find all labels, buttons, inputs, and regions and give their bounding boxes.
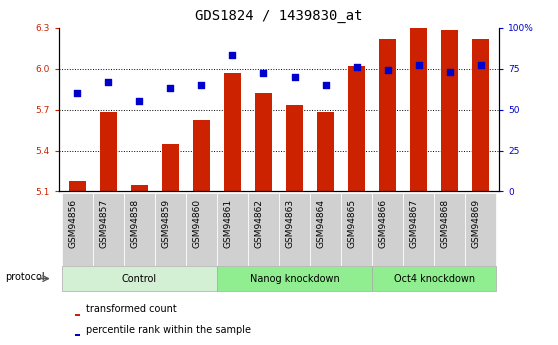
Text: GSM94867: GSM94867: [410, 199, 418, 248]
Text: GSM94858: GSM94858: [131, 199, 140, 248]
Bar: [341, 193, 372, 266]
Text: GSM94865: GSM94865: [348, 199, 357, 248]
Text: GSM94869: GSM94869: [472, 199, 481, 248]
Bar: [379, 39, 396, 191]
Bar: [403, 193, 434, 266]
Bar: [372, 193, 403, 266]
Bar: [410, 28, 427, 191]
Bar: [434, 193, 465, 266]
Text: GSM94864: GSM94864: [316, 199, 325, 248]
Point: [104, 79, 113, 85]
Text: Oct4 knockdown: Oct4 knockdown: [393, 274, 475, 284]
Bar: [255, 93, 272, 191]
Text: GDS1824 / 1439830_at: GDS1824 / 1439830_at: [195, 9, 363, 23]
Bar: [310, 193, 341, 266]
Bar: [217, 266, 372, 291]
Point: [197, 82, 206, 88]
Bar: [441, 30, 458, 191]
Text: transformed count: transformed count: [86, 304, 177, 314]
Point: [445, 69, 454, 75]
Bar: [124, 193, 155, 266]
Point: [166, 86, 175, 91]
Text: GSM94856: GSM94856: [68, 199, 77, 248]
Text: protocol: protocol: [4, 272, 44, 282]
Text: GSM94862: GSM94862: [254, 199, 263, 248]
Point: [321, 82, 330, 88]
Bar: [75, 314, 80, 316]
Bar: [217, 193, 248, 266]
Point: [352, 64, 361, 70]
Text: GSM94860: GSM94860: [193, 199, 201, 248]
Point: [135, 99, 144, 104]
Point: [259, 71, 268, 76]
Bar: [155, 193, 186, 266]
Bar: [372, 266, 496, 291]
Text: Nanog knockdown: Nanog knockdown: [249, 274, 339, 284]
Bar: [224, 73, 241, 191]
Bar: [279, 193, 310, 266]
Text: GSM94868: GSM94868: [441, 199, 450, 248]
Point: [414, 62, 423, 68]
Bar: [75, 334, 80, 336]
Text: GSM94857: GSM94857: [99, 199, 108, 248]
Bar: [100, 112, 117, 191]
Point: [228, 53, 237, 58]
Text: GSM94861: GSM94861: [223, 199, 233, 248]
Bar: [62, 193, 93, 266]
Bar: [317, 112, 334, 191]
Bar: [186, 193, 217, 266]
Bar: [193, 120, 210, 191]
Bar: [472, 39, 489, 191]
Bar: [465, 193, 496, 266]
Bar: [62, 266, 217, 291]
Bar: [248, 193, 279, 266]
Bar: [69, 180, 86, 191]
Text: GSM94866: GSM94866: [379, 199, 388, 248]
Bar: [286, 106, 303, 191]
Bar: [93, 193, 124, 266]
Point: [383, 67, 392, 73]
Text: GSM94863: GSM94863: [286, 199, 295, 248]
Text: Control: Control: [122, 274, 157, 284]
Point: [73, 90, 81, 96]
Bar: [348, 66, 365, 191]
Point: [477, 62, 485, 68]
Text: GSM94859: GSM94859: [161, 199, 170, 248]
Bar: [162, 144, 179, 191]
Point: [290, 74, 299, 80]
Text: percentile rank within the sample: percentile rank within the sample: [86, 325, 251, 335]
Bar: [131, 185, 148, 191]
